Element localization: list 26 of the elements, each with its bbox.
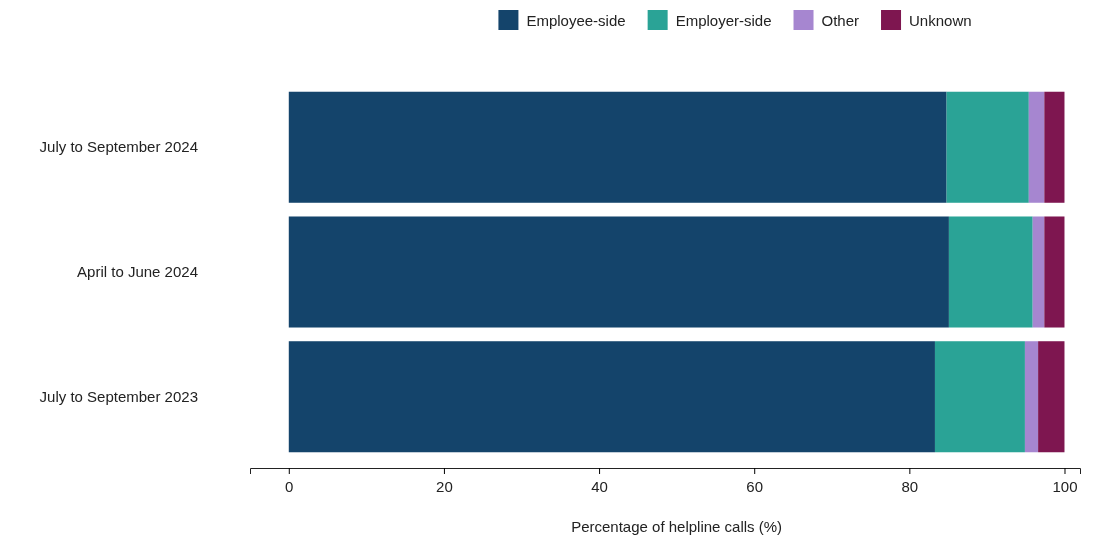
legend-label: Employer-side bbox=[675, 12, 772, 29]
bar bbox=[288, 216, 949, 328]
bar bbox=[1044, 216, 1065, 328]
y-tick-label: April to June 2024 bbox=[77, 262, 198, 280]
y-tick-label: July to September 2023 bbox=[39, 387, 198, 405]
bar bbox=[288, 341, 935, 453]
x-tick-label: 20 bbox=[436, 478, 453, 495]
x-tick-label: 80 bbox=[901, 478, 919, 495]
x-tick-label: 0 bbox=[285, 478, 294, 495]
x-tick-label: 40 bbox=[591, 478, 608, 495]
legend-label: Unknown bbox=[909, 12, 972, 29]
legend-label: Employee-side bbox=[526, 12, 626, 29]
bar bbox=[1024, 341, 1039, 453]
x-axis-title: Percentage of helpline calls (%) bbox=[571, 518, 783, 535]
bar bbox=[288, 91, 947, 203]
bar bbox=[1028, 91, 1045, 203]
legend-label: Other bbox=[821, 12, 860, 29]
x-tick-label: 100 bbox=[1052, 478, 1078, 495]
bar bbox=[934, 341, 1025, 453]
bar bbox=[946, 91, 1029, 203]
x-tick-label: 60 bbox=[746, 478, 764, 495]
bar bbox=[1038, 341, 1065, 453]
bar bbox=[1044, 91, 1065, 203]
bar bbox=[1032, 216, 1045, 328]
bar bbox=[948, 216, 1033, 328]
y-tick-label: July to September 2024 bbox=[39, 138, 198, 156]
